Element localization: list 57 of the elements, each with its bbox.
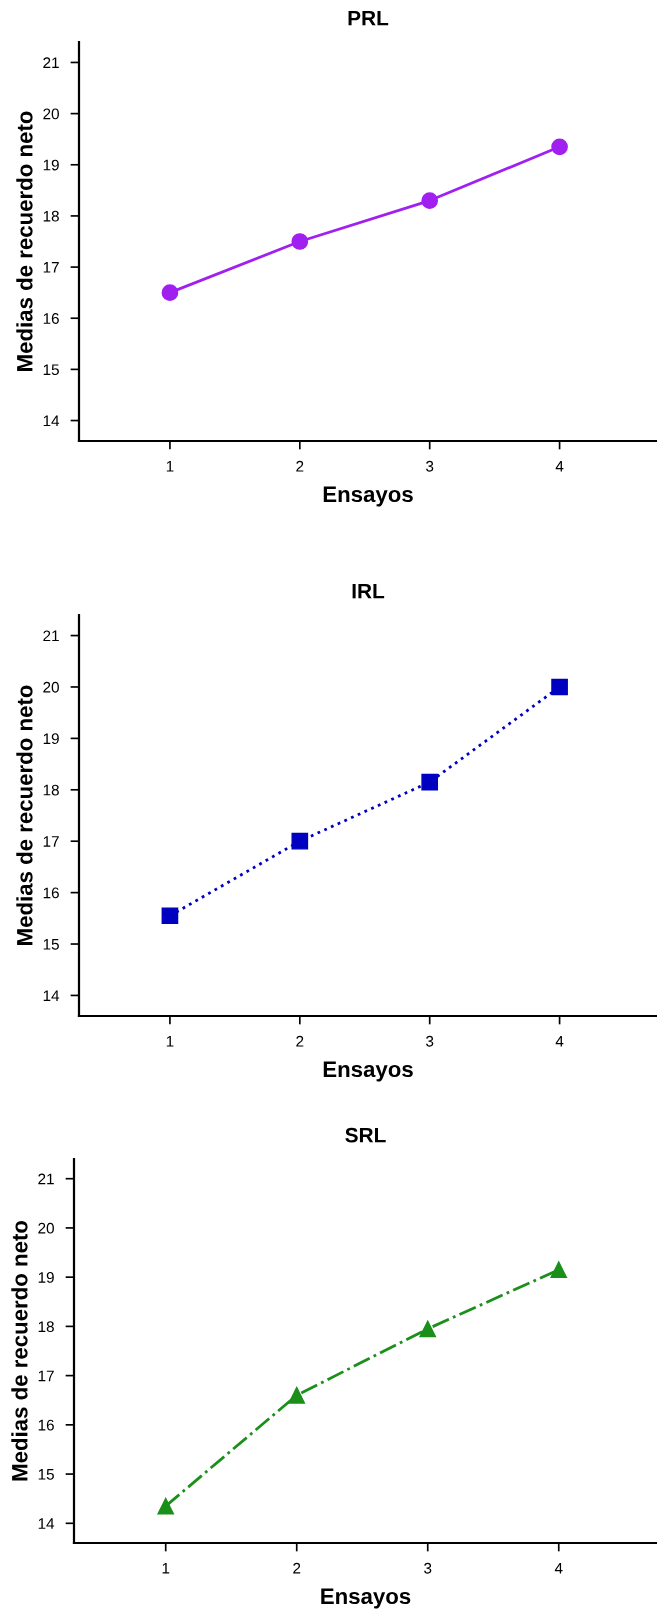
y-tick-label: 14 — [38, 1518, 55, 1529]
y-tick-label: 18 — [38, 1321, 54, 1333]
y-tick-label: 15 — [43, 939, 59, 950]
y-tick-label: 15 — [43, 364, 59, 376]
y-tick-label: 21 — [38, 1173, 54, 1185]
point — [421, 192, 439, 209]
y-tick-label: 17 — [43, 836, 59, 847]
y-tick-label: 18 — [43, 210, 59, 222]
x-axis-title: Ensayos — [321, 1588, 411, 1609]
y-tick-label: 16 — [43, 887, 59, 899]
x-tick-label: 2 — [296, 1035, 304, 1047]
y-axis-title: Medias de recuerdo neto — [16, 685, 33, 945]
y-tick-label: 16 — [43, 313, 59, 324]
y-tick-label: 18 — [43, 784, 59, 796]
y-tick-label: 19 — [43, 159, 59, 171]
x-tick-label: 1 — [166, 1036, 174, 1047]
y-tick-label: 20 — [43, 108, 59, 120]
y-tick-label: 21 — [43, 57, 59, 68]
x-tick-label: 1 — [166, 461, 174, 472]
point — [161, 284, 179, 301]
y-tick-label: 19 — [38, 1272, 54, 1283]
point — [551, 678, 568, 696]
y-tick-label: 20 — [38, 1222, 54, 1234]
x-axis-title: Ensayos — [323, 486, 413, 507]
x-tick-label: 3 — [426, 1035, 434, 1047]
x-tick-label: 3 — [424, 1562, 432, 1574]
x-tick-label: 2 — [293, 1562, 301, 1574]
point — [421, 773, 439, 791]
y-tick-label: 19 — [43, 733, 59, 745]
x-tick-label: 3 — [426, 460, 434, 472]
x-axis-title: Ensayos — [323, 1061, 413, 1082]
y-tick-label: 14 — [43, 415, 60, 427]
point — [550, 1261, 568, 1279]
point — [291, 233, 309, 250]
y-tick-label: 17 — [43, 262, 59, 273]
y-tick-label: 17 — [38, 1370, 54, 1382]
y-tick-label: 14 — [43, 990, 60, 1001]
point — [419, 1320, 437, 1338]
point — [157, 1497, 175, 1515]
y-tick-label: 20 — [43, 681, 59, 693]
x-tick-label: 4 — [554, 1563, 563, 1574]
point — [291, 832, 309, 850]
chart-title: SRL — [345, 1127, 386, 1143]
y-tick-label: 16 — [38, 1419, 54, 1431]
chart-title: IRL — [352, 584, 385, 599]
y-axis-title: Medias de recuerdo neto — [16, 111, 33, 371]
point — [288, 1386, 306, 1404]
chart-title: PRL — [348, 11, 389, 26]
x-tick-label: 2 — [296, 460, 304, 472]
y-tick-label: 15 — [38, 1469, 54, 1480]
point — [161, 907, 179, 925]
point — [551, 138, 568, 156]
y-tick-label: 21 — [43, 630, 59, 642]
x-tick-label: 4 — [555, 461, 564, 472]
x-tick-label: 1 — [162, 1563, 170, 1574]
y-axis-title: Medias de recuerdo neto — [11, 1220, 28, 1481]
x-tick-label: 4 — [555, 1036, 564, 1047]
